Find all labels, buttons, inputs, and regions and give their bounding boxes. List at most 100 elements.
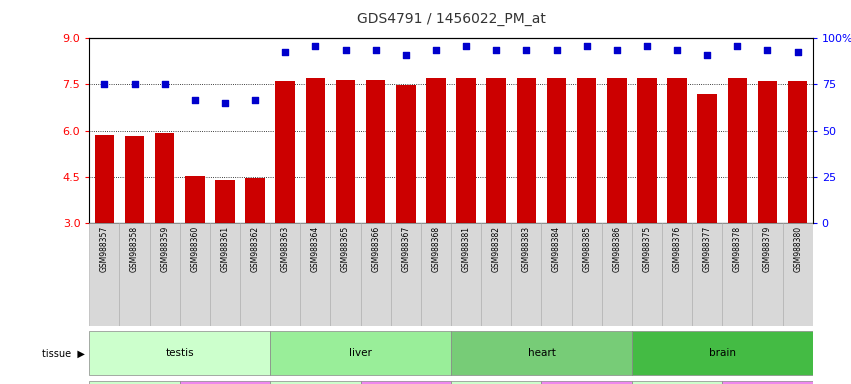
Bar xyxy=(306,78,325,223)
Text: GSM988379: GSM988379 xyxy=(763,226,772,272)
Text: GSM988381: GSM988381 xyxy=(461,226,471,272)
Bar xyxy=(783,223,813,326)
Text: GSM988358: GSM988358 xyxy=(130,226,139,272)
Bar xyxy=(451,331,631,376)
Bar xyxy=(185,176,204,223)
Text: GSM988376: GSM988376 xyxy=(672,226,682,272)
Bar xyxy=(119,223,150,326)
Bar xyxy=(456,78,476,223)
Text: GSM988361: GSM988361 xyxy=(220,226,230,272)
Bar xyxy=(155,133,174,223)
Bar xyxy=(667,78,687,223)
Text: GSM988382: GSM988382 xyxy=(492,226,500,272)
Text: GSM988366: GSM988366 xyxy=(371,226,380,272)
Point xyxy=(248,97,262,103)
Text: tissue  ▶: tissue ▶ xyxy=(43,348,85,358)
Point xyxy=(700,52,714,58)
Point xyxy=(368,47,382,53)
Bar xyxy=(631,331,813,376)
Point xyxy=(429,47,443,53)
Text: GSM988363: GSM988363 xyxy=(281,226,289,272)
Bar xyxy=(396,85,415,223)
Bar xyxy=(210,223,240,326)
Point xyxy=(550,47,563,53)
Text: GSM988362: GSM988362 xyxy=(251,226,260,272)
Text: GSM988365: GSM988365 xyxy=(341,226,350,272)
Bar xyxy=(336,80,356,223)
Bar xyxy=(215,180,235,223)
Text: liver: liver xyxy=(349,348,372,358)
Text: GSM988368: GSM988368 xyxy=(431,226,441,272)
Bar xyxy=(300,223,330,326)
Bar xyxy=(451,381,541,384)
Bar xyxy=(270,223,300,326)
Bar xyxy=(451,223,481,326)
Text: brain: brain xyxy=(709,348,736,358)
Text: GDS4791 / 1456022_PM_at: GDS4791 / 1456022_PM_at xyxy=(357,12,545,25)
Point xyxy=(339,47,352,53)
Point xyxy=(671,47,684,53)
Bar xyxy=(361,381,451,384)
Bar xyxy=(728,78,747,223)
Point xyxy=(489,47,503,53)
Bar xyxy=(89,331,271,376)
Bar xyxy=(94,135,114,223)
Bar xyxy=(391,223,421,326)
Bar xyxy=(662,223,692,326)
Bar xyxy=(788,81,808,223)
Bar xyxy=(487,78,506,223)
Text: GSM988378: GSM988378 xyxy=(733,226,742,272)
Text: heart: heart xyxy=(528,348,556,358)
Text: GSM988359: GSM988359 xyxy=(160,226,169,272)
Point xyxy=(520,47,534,53)
Text: GSM988383: GSM988383 xyxy=(522,226,531,272)
Bar xyxy=(572,223,602,326)
Text: GSM988360: GSM988360 xyxy=(191,226,199,272)
Point xyxy=(791,49,804,55)
Bar xyxy=(541,381,631,384)
Bar xyxy=(270,331,451,376)
Point xyxy=(158,81,172,88)
Bar xyxy=(546,78,566,223)
Bar xyxy=(366,80,386,223)
Point xyxy=(761,47,774,53)
Text: GSM988364: GSM988364 xyxy=(311,226,320,272)
Bar xyxy=(180,223,210,326)
Bar xyxy=(150,223,180,326)
Bar xyxy=(577,78,597,223)
Text: GSM988386: GSM988386 xyxy=(613,226,621,272)
Bar xyxy=(481,223,511,326)
Point xyxy=(730,43,744,49)
Point xyxy=(98,81,111,88)
Bar xyxy=(631,223,662,326)
Bar xyxy=(426,78,446,223)
Bar xyxy=(692,223,722,326)
Point xyxy=(309,43,323,49)
Bar xyxy=(421,223,451,326)
Text: GSM988367: GSM988367 xyxy=(402,226,410,272)
Bar xyxy=(330,223,361,326)
Bar xyxy=(631,381,722,384)
Text: GSM988375: GSM988375 xyxy=(643,226,651,272)
Text: GSM988385: GSM988385 xyxy=(582,226,591,272)
Point xyxy=(460,43,473,49)
Bar xyxy=(245,177,265,223)
Point xyxy=(640,43,654,49)
Text: GSM988384: GSM988384 xyxy=(552,226,561,272)
Bar xyxy=(180,381,270,384)
Text: GSM988357: GSM988357 xyxy=(100,226,109,272)
Text: GSM988380: GSM988380 xyxy=(793,226,802,272)
Bar xyxy=(240,223,271,326)
Bar xyxy=(722,381,813,384)
Point xyxy=(610,47,624,53)
Point xyxy=(218,100,231,106)
Point xyxy=(399,52,413,58)
Bar xyxy=(517,78,536,223)
Bar xyxy=(602,223,631,326)
Bar xyxy=(752,223,783,326)
Bar xyxy=(637,78,657,223)
Bar xyxy=(270,381,361,384)
Text: testis: testis xyxy=(165,348,194,358)
Bar xyxy=(541,223,572,326)
Text: GSM988377: GSM988377 xyxy=(703,226,711,272)
